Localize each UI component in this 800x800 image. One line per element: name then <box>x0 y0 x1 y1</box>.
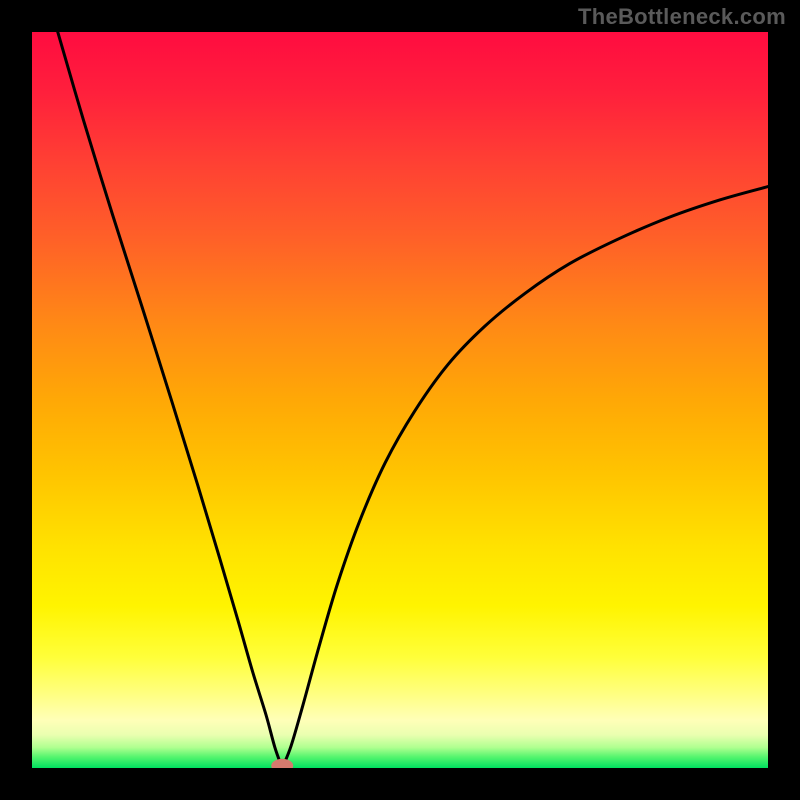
bottleneck-plot <box>32 32 768 768</box>
outer-frame: TheBottleneck.com <box>0 0 800 800</box>
watermark-text: TheBottleneck.com <box>578 4 786 30</box>
plot-background <box>32 32 768 768</box>
